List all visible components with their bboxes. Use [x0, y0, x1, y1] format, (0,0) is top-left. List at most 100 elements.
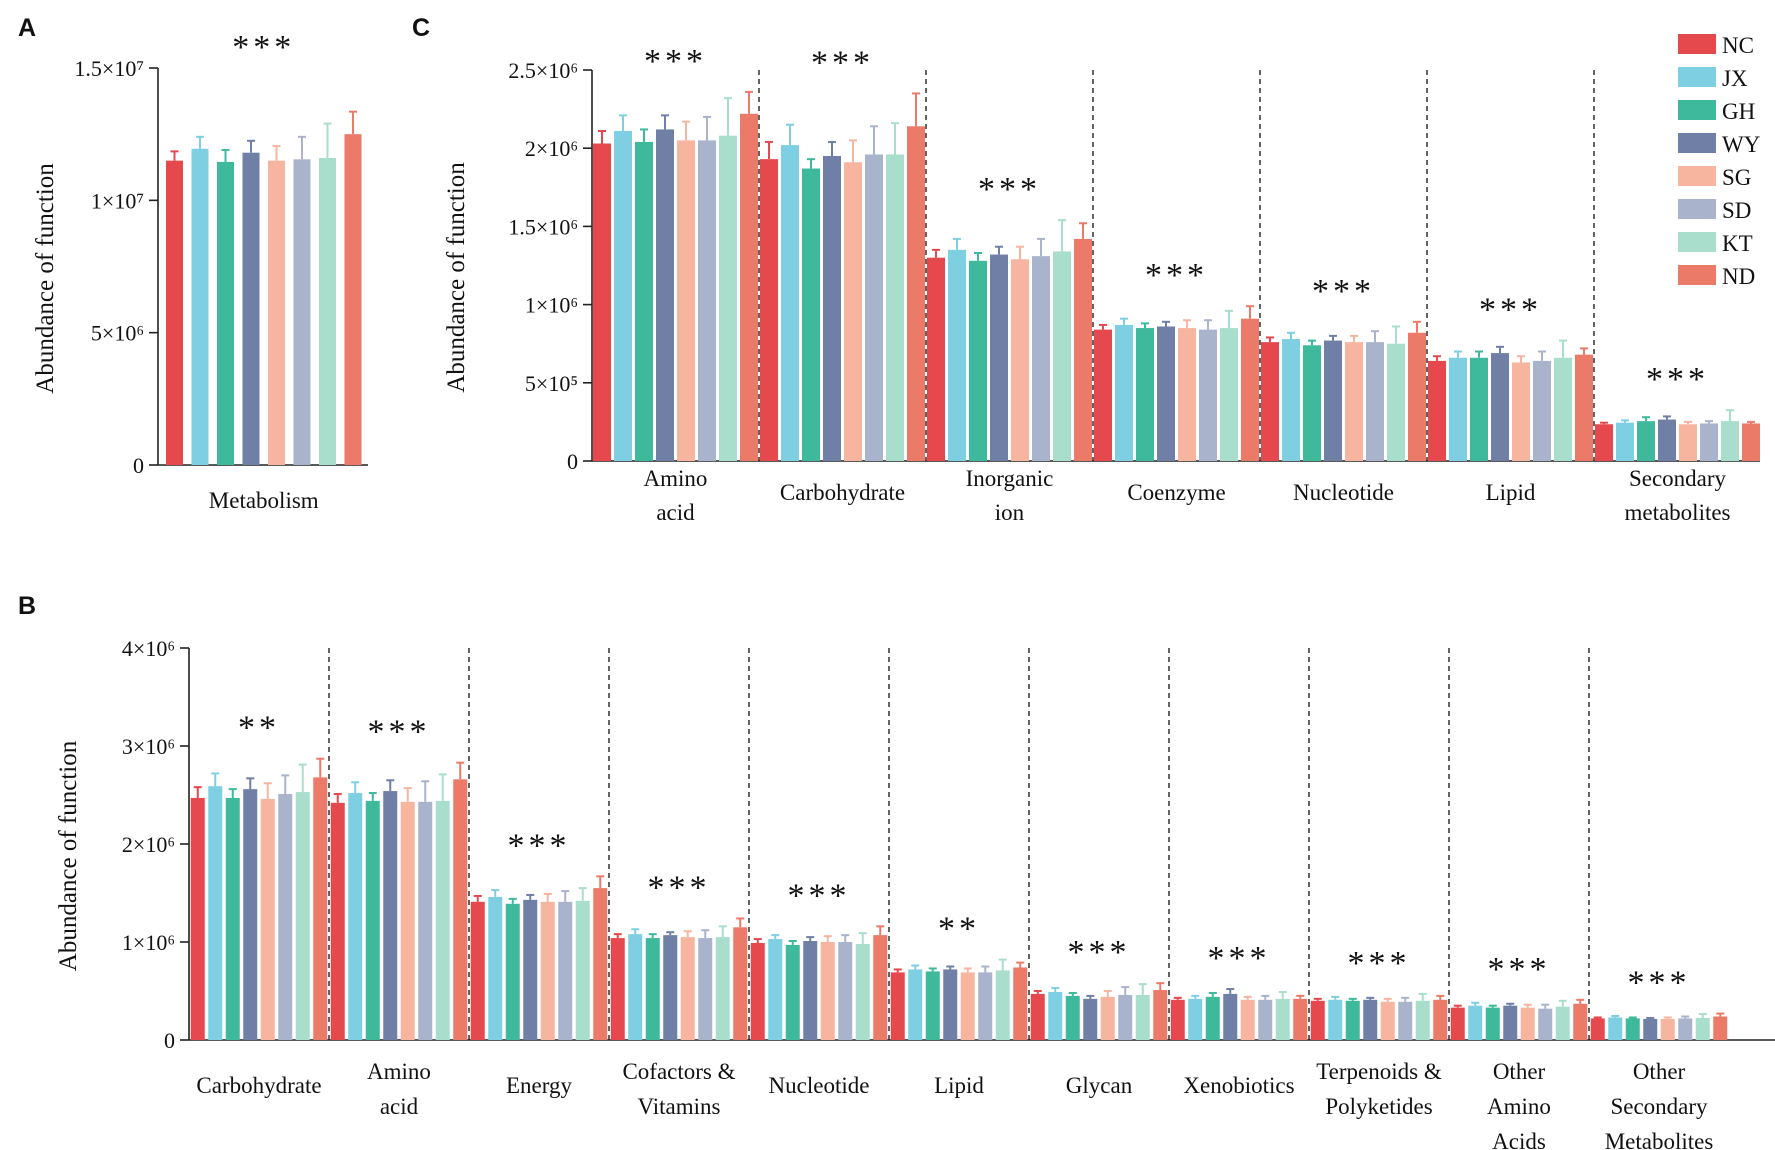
y-tick-label: 1×10⁶	[122, 930, 175, 955]
bar	[663, 935, 678, 1040]
bar	[1053, 251, 1071, 461]
bar	[628, 934, 643, 1040]
bar	[313, 777, 328, 1040]
legend-swatch	[1678, 100, 1716, 120]
bar	[855, 943, 870, 1040]
panel-a-chart: 0 5×10⁶ 1×10⁷ 1.5×10⁷ Abundance of function *…	[32, 29, 368, 513]
bar	[208, 786, 223, 1040]
x-category-label-line: Amino	[367, 1059, 431, 1084]
bar	[1303, 345, 1321, 461]
x-category-label-line: acid	[380, 1094, 419, 1119]
x-category-label-line: Carbohydrate	[780, 480, 905, 505]
bar	[1660, 1018, 1675, 1040]
bar	[1345, 1000, 1360, 1040]
bar	[344, 134, 362, 465]
x-category-label: Terpenoids & Polyketides	[1316, 1059, 1442, 1119]
bar	[1573, 1003, 1588, 1040]
bar	[656, 129, 674, 461]
bar	[1324, 340, 1342, 461]
bar	[1700, 423, 1718, 461]
bar	[1011, 259, 1029, 461]
significance-marker: ***	[1488, 951, 1551, 988]
panel-b-chart: 0 1×10⁶ 2×10⁶ 3×10⁶ 4×10⁶ Abundance of functi…	[55, 636, 1775, 1150]
bar	[242, 152, 260, 465]
bar	[348, 793, 363, 1040]
bar	[1433, 999, 1448, 1040]
legend-label: ND	[1722, 264, 1755, 289]
bar	[453, 779, 468, 1040]
legend-swatch	[1678, 265, 1716, 285]
bar	[540, 901, 555, 1040]
bar	[1590, 1018, 1605, 1040]
x-category-label-line: Terpenoids &	[1316, 1059, 1442, 1084]
bar	[593, 888, 608, 1040]
bar	[823, 156, 841, 461]
bar	[166, 160, 183, 465]
bar	[1695, 1017, 1710, 1040]
x-category-label-line: Other	[1493, 1059, 1546, 1084]
bar	[1199, 329, 1217, 461]
x-category-label-line: Lipid	[934, 1073, 984, 1098]
bar	[319, 157, 336, 465]
legend-swatch	[1678, 199, 1716, 219]
bar	[820, 942, 835, 1040]
significance-marker: ***	[1312, 273, 1375, 310]
bar	[927, 257, 945, 461]
bar	[995, 970, 1010, 1040]
bar	[1503, 1005, 1518, 1040]
bar	[1595, 424, 1613, 461]
bar	[960, 972, 975, 1040]
x-category-label: Other Amino Acids	[1487, 1059, 1551, 1150]
bar	[978, 972, 993, 1040]
bar	[785, 944, 800, 1040]
bar	[768, 939, 783, 1040]
bar	[740, 113, 758, 462]
bar	[1223, 993, 1238, 1040]
significance-marker: ***	[1068, 934, 1131, 971]
bar	[844, 162, 862, 461]
bar	[1678, 1018, 1693, 1040]
bar	[1241, 318, 1259, 461]
bar	[1658, 419, 1676, 461]
bar	[1679, 424, 1697, 461]
bar	[1625, 1018, 1640, 1040]
significance-marker: **	[238, 710, 280, 747]
x-category-label-line: Xenobiotics	[1183, 1073, 1294, 1098]
x-category-label: Cofactors & Vitamins	[622, 1059, 735, 1119]
bar	[1637, 421, 1655, 461]
y-tick-label: 1.5×10⁷	[74, 56, 144, 81]
x-category-label: Inorganic ion	[966, 466, 1054, 525]
bar	[217, 161, 234, 465]
y-tick-label: 1×10⁶	[525, 293, 578, 318]
x-category-label: Metabolism	[209, 488, 319, 513]
legend-swatch	[1678, 232, 1716, 252]
bar	[635, 141, 653, 461]
bar	[925, 971, 940, 1040]
bar	[278, 794, 293, 1040]
y-tick-label: 5×10⁵	[525, 371, 578, 396]
x-category-label-line: Lipid	[1486, 480, 1536, 505]
bar	[698, 938, 713, 1040]
bar	[781, 145, 799, 461]
bar	[698, 140, 716, 461]
bar	[1408, 332, 1426, 461]
bar	[330, 802, 345, 1040]
x-category-label-line: Secondary	[1629, 466, 1727, 491]
y-axis-title: Abundance of function	[32, 163, 59, 394]
bar	[990, 254, 1008, 461]
bar	[1275, 998, 1290, 1040]
bar	[1398, 1001, 1413, 1040]
x-category-label: Energy	[506, 1073, 573, 1098]
legend-label: GH	[1722, 99, 1755, 124]
y-tick-label: 0	[133, 453, 144, 478]
bar	[523, 899, 538, 1040]
legend-swatch	[1678, 166, 1716, 186]
y-tick-label: 5×10⁶	[91, 321, 144, 346]
bar	[1449, 357, 1467, 461]
bar	[365, 800, 380, 1040]
y-tick-label: 2×10⁶	[122, 832, 175, 857]
significance-marker: ***	[1348, 945, 1411, 982]
x-category-label: Lipid	[1486, 480, 1536, 505]
x-category-label-line: Carbohydrate	[196, 1073, 321, 1098]
